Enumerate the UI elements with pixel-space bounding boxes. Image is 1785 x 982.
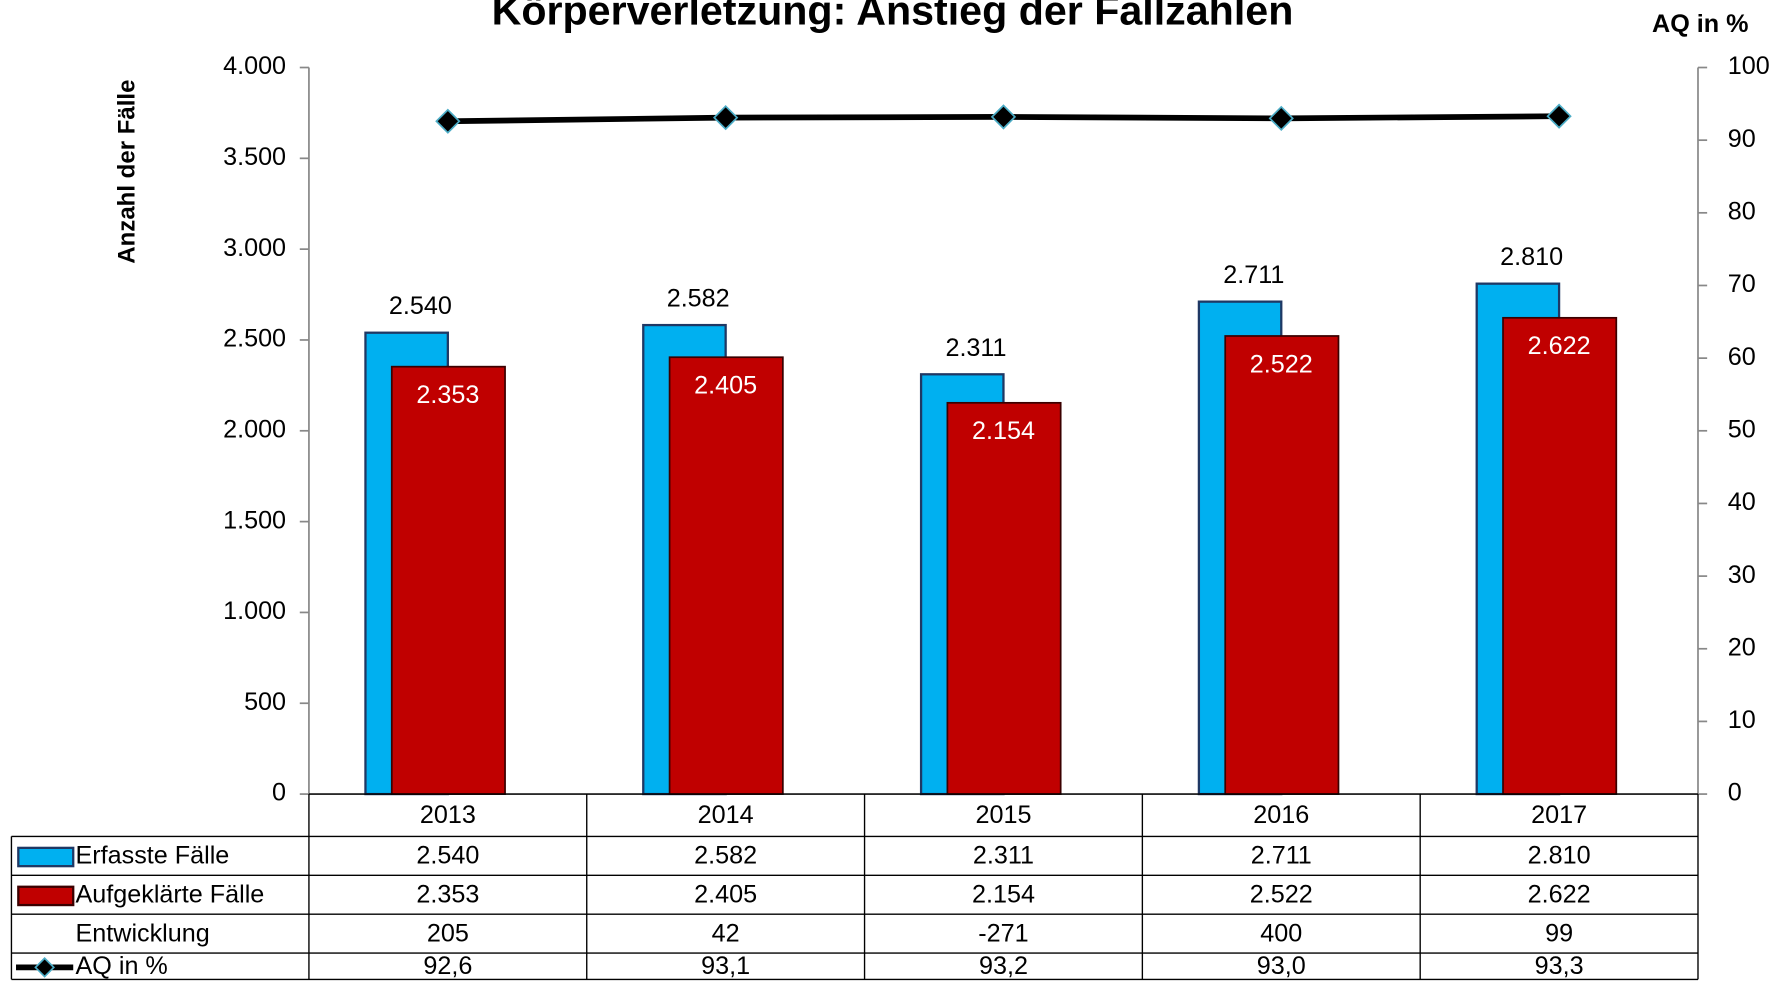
table-cell: 42 [712,919,740,947]
table-cell: 2.810 [1528,842,1591,870]
y2-tick-label: 50 [1728,415,1756,443]
table-cell: 400 [1260,919,1302,947]
y-tick-label: 3.000 [223,234,286,262]
x-tick-label: 2017 [1531,801,1587,829]
y-tick-label: 3.500 [223,143,286,171]
table-cell: 92,6 [423,952,472,980]
marker [1546,103,1572,129]
y2-tick-label: 40 [1728,488,1756,516]
data-label: 2.810 [1500,243,1563,271]
x-tick-label: 2014 [698,801,754,829]
data-label: 2.522 [1250,350,1313,378]
y2-axis-label: AQ in % [1652,10,1748,38]
data-label: 2.311 [945,334,1006,362]
marker [990,104,1017,130]
legend-label: Aufgeklärte Fälle [76,881,265,909]
y2-tick-label: 30 [1728,561,1756,589]
data-label: 2.540 [389,292,452,320]
table-cell: 99 [1545,919,1573,947]
y2-tick-label: 20 [1728,633,1756,661]
bar [390,365,506,795]
bar [1224,335,1340,795]
y2-tick-label: 80 [1728,197,1756,225]
y2-tick-label: 10 [1728,706,1756,734]
table-cell: 2.311 [973,842,1034,870]
table-cell: 93,0 [1257,952,1306,980]
data-label: 2.353 [416,381,479,409]
y-tick-label: 4.000 [223,52,286,80]
marker [712,104,739,131]
table-cell: 2.405 [694,881,757,909]
marker [1268,105,1294,132]
table-cell: 205 [427,919,469,947]
legend-label: Erfasste Fälle [76,842,230,870]
chart-title: Körperverletzung: Anstieg der Fallzahlen [492,0,1294,34]
bar [1502,316,1618,795]
bar [668,356,784,795]
data-label: 2.154 [972,417,1035,445]
legend-label: Entwicklung [76,919,210,947]
data-label: 2.622 [1528,332,1591,360]
y-tick-label: 2.000 [223,415,286,443]
table-cell: 2.154 [972,881,1035,909]
x-tick-label: 2013 [420,801,476,829]
legend-key [34,957,55,978]
y-tick-label: 1.000 [223,597,286,625]
legend-key [17,885,75,907]
data-label: 2.405 [694,372,757,400]
table-cell: 2.582 [694,842,757,870]
y2-tick-label: 70 [1728,270,1756,298]
table-cell: 2.540 [416,842,479,870]
legend-label: AQ in % [76,952,168,980]
table-cell: 2.522 [1250,881,1313,909]
table-cell: -271 [978,919,1028,947]
data-label: 2.582 [667,285,730,313]
table-cell: 93,2 [979,952,1028,980]
table-cell: 93,1 [701,952,750,980]
data-label: 2.711 [1223,261,1284,289]
y2-tick-label: 100 [1728,52,1770,80]
legend-key [17,846,75,868]
y-tick-label: 0 [272,779,286,807]
marker [435,108,461,134]
table-cell: 2.622 [1528,881,1591,909]
y2-tick-label: 60 [1728,343,1756,371]
table-cell: 2.711 [1251,842,1312,870]
x-tick-label: 2015 [975,801,1031,829]
y-tick-label: 2.500 [223,325,286,353]
y-tick-label: 1.500 [223,506,286,534]
x-tick-label: 2016 [1253,801,1309,829]
y2-tick-label: 90 [1728,125,1756,153]
y-tick-label: 500 [244,688,286,716]
table-cell: 2.353 [416,881,479,909]
bar [946,401,1062,795]
y2-tick-label: 0 [1728,779,1742,807]
table-cell: 93,3 [1535,952,1584,980]
y-axis-label: Anzahl der Fälle [113,80,140,264]
